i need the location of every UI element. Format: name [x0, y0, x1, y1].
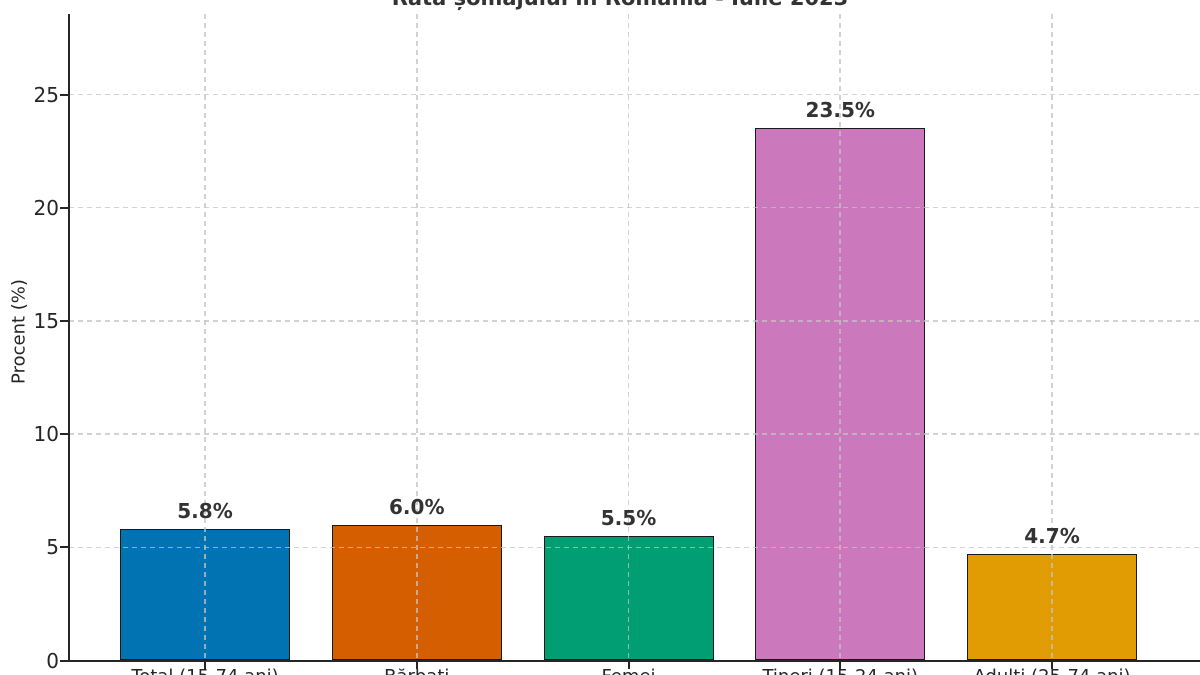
x-tick-label: Tineri (15-24 ani) [762, 666, 918, 675]
grid-line-h [69, 206, 1200, 209]
grid-line-h [69, 433, 1200, 435]
y-axis-tick [60, 206, 68, 209]
grid-line-v [204, 14, 206, 661]
grid-line-h [69, 320, 1200, 322]
grid-line-v [839, 14, 842, 661]
y-axis-tick [60, 93, 68, 96]
x-tick-label: Bărbați [384, 666, 449, 675]
x-tick-label: Total (15-74 ani) [131, 666, 278, 675]
y-axis-tick [60, 546, 68, 549]
y-axis-tick [60, 659, 68, 662]
y-axis-tick [60, 319, 68, 322]
y-tick-label: 5 [46, 535, 59, 560]
x-axis-tick [627, 662, 630, 669]
x-axis-tick [204, 662, 206, 669]
bar-value-label: 5.8% [177, 499, 233, 524]
bar-value-label: 23.5% [805, 98, 875, 123]
y-tick-label: 25 [33, 82, 59, 107]
x-tick-label: Femei [601, 666, 655, 675]
bar-value-label: 5.5% [600, 505, 657, 530]
grid-line-v [415, 14, 418, 661]
x-axis-tick [1051, 662, 1053, 669]
grid-line-v [627, 14, 630, 661]
y-axis-spine [68, 14, 70, 662]
x-tick-label: Adulți (25-74 ani) [973, 666, 1130, 675]
x-axis-tick [415, 662, 418, 669]
x-axis-spine [68, 660, 1200, 662]
y-axis-label: Procent (%) [8, 279, 30, 384]
grid-line-h [69, 546, 1200, 549]
bar-value-label: 6.0% [389, 494, 445, 519]
grid-line-h [69, 93, 1200, 96]
y-tick-label: 20 [33, 195, 59, 220]
y-axis-tick [60, 433, 68, 436]
y-tick-label: 0 [46, 648, 59, 673]
grid-line-v [1051, 14, 1053, 661]
bar-value-label: 4.7% [1024, 524, 1080, 549]
x-axis-tick [839, 662, 842, 669]
y-tick-label: 10 [33, 422, 59, 447]
chart-title: Rata șomajului în România - Iulie 2023 [0, 0, 1200, 10]
y-tick-label: 15 [33, 308, 59, 333]
